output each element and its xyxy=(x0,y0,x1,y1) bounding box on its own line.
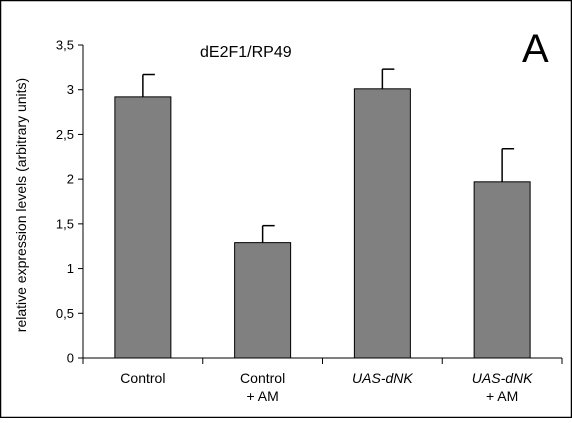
x-tick-label: UAS-dNK xyxy=(472,370,533,386)
x-tick-label: UAS-dNK xyxy=(352,370,413,386)
y-tick-label: 1 xyxy=(67,261,74,276)
bars xyxy=(114,88,531,359)
y-tick-label: 1,5 xyxy=(56,216,74,231)
error-bars xyxy=(142,68,515,243)
bar xyxy=(114,96,172,359)
y-tick-label: 0,5 xyxy=(56,306,74,321)
x-tick-label-line2: + AM xyxy=(486,388,518,404)
x-tick-label: Control xyxy=(120,370,165,386)
y-axis-label: relative expression levels (arbitrary un… xyxy=(13,78,29,332)
y-tick-label: 3,5 xyxy=(56,38,74,53)
bar xyxy=(353,88,411,359)
panel-label: A xyxy=(522,27,549,71)
y-tick-label: 0 xyxy=(67,351,74,366)
bar xyxy=(234,242,292,359)
y-tick-label: 2,5 xyxy=(56,127,74,142)
x-tick-label: Control xyxy=(240,370,285,386)
chart-title: dE2F1/RP49 xyxy=(200,44,292,61)
y-tick-label: 3 xyxy=(67,82,74,97)
bar xyxy=(473,181,531,359)
y-tick-label: 2 xyxy=(67,172,74,187)
x-tick-label-line2: + AM xyxy=(246,388,278,404)
x-tick-labels: Control Control + AM UAS-dNK UAS-dNK + AM xyxy=(120,370,533,404)
